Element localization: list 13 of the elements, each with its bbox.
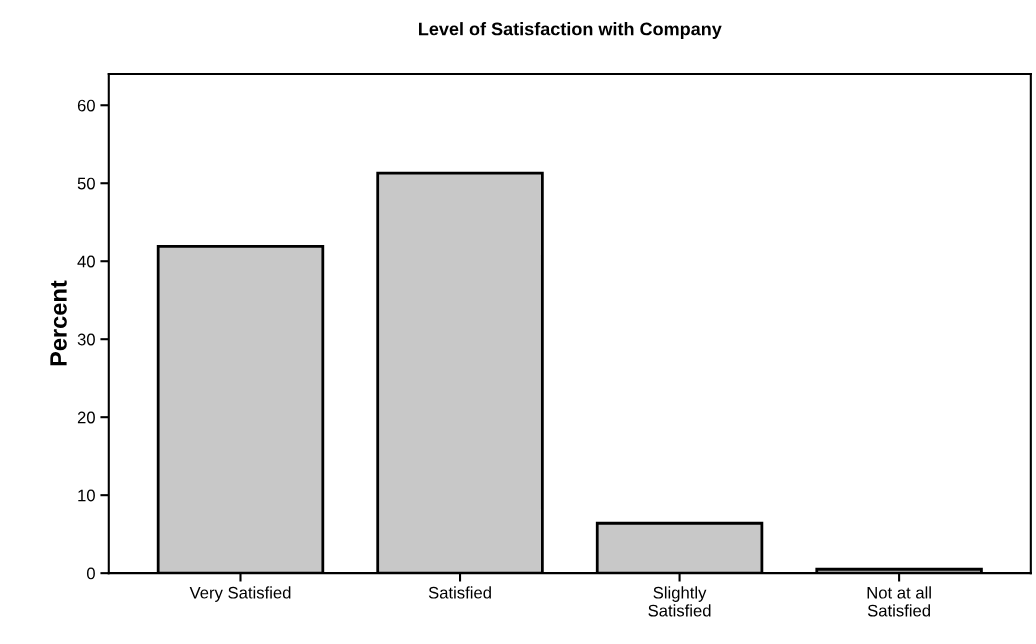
y-tick-label: 10 (78, 489, 95, 502)
y-tick-label: 30 (77, 333, 95, 346)
y-tick-label: 20 (77, 411, 95, 424)
y-tick-label: 40 (77, 255, 95, 268)
y-tick-label: 50 (77, 177, 95, 190)
chart-title: Level of Satisfaction with Company (419, 22, 722, 39)
x-tick-label: Satisfied (428, 586, 491, 599)
y-tick-label: 60 (77, 99, 95, 112)
x-tick-label: Not at all Satisfied (867, 586, 931, 617)
y-tick-label: 0 (86, 567, 95, 580)
y-axis-title: Percent (50, 280, 67, 366)
x-tick-label: Very Satisfied (189, 586, 291, 602)
x-tick-label: Slightly Satisfied (648, 586, 711, 617)
